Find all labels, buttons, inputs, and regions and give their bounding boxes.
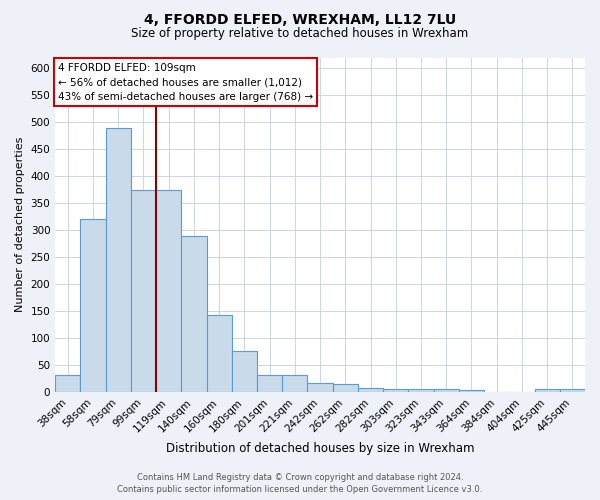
Bar [106, 128, 131, 392]
Bar [358, 388, 383, 392]
Bar [232, 352, 257, 392]
Bar [560, 390, 585, 392]
X-axis label: Distribution of detached houses by size in Wrexham: Distribution of detached houses by size … [166, 442, 475, 455]
Bar [156, 190, 181, 392]
Text: 4, FFORDD ELFED, WREXHAM, LL12 7LU: 4, FFORDD ELFED, WREXHAM, LL12 7LU [144, 12, 456, 26]
Bar [307, 384, 332, 392]
Bar [181, 236, 206, 392]
Text: Size of property relative to detached houses in Wrexham: Size of property relative to detached ho… [131, 28, 469, 40]
Bar [257, 374, 282, 392]
Bar [383, 390, 409, 392]
Text: 4 FFORDD ELFED: 109sqm
← 56% of detached houses are smaller (1,012)
43% of semi-: 4 FFORDD ELFED: 109sqm ← 56% of detached… [58, 62, 313, 102]
Bar [206, 315, 232, 392]
Text: Contains HM Land Registry data © Crown copyright and database right 2024.
Contai: Contains HM Land Registry data © Crown c… [118, 472, 482, 494]
Bar [131, 190, 156, 392]
Bar [409, 390, 434, 392]
Bar [459, 390, 484, 392]
Bar [332, 384, 358, 392]
Bar [434, 390, 459, 392]
Y-axis label: Number of detached properties: Number of detached properties [15, 137, 25, 312]
Bar [282, 374, 307, 392]
Bar [80, 220, 106, 392]
Bar [55, 374, 80, 392]
Bar [535, 390, 560, 392]
